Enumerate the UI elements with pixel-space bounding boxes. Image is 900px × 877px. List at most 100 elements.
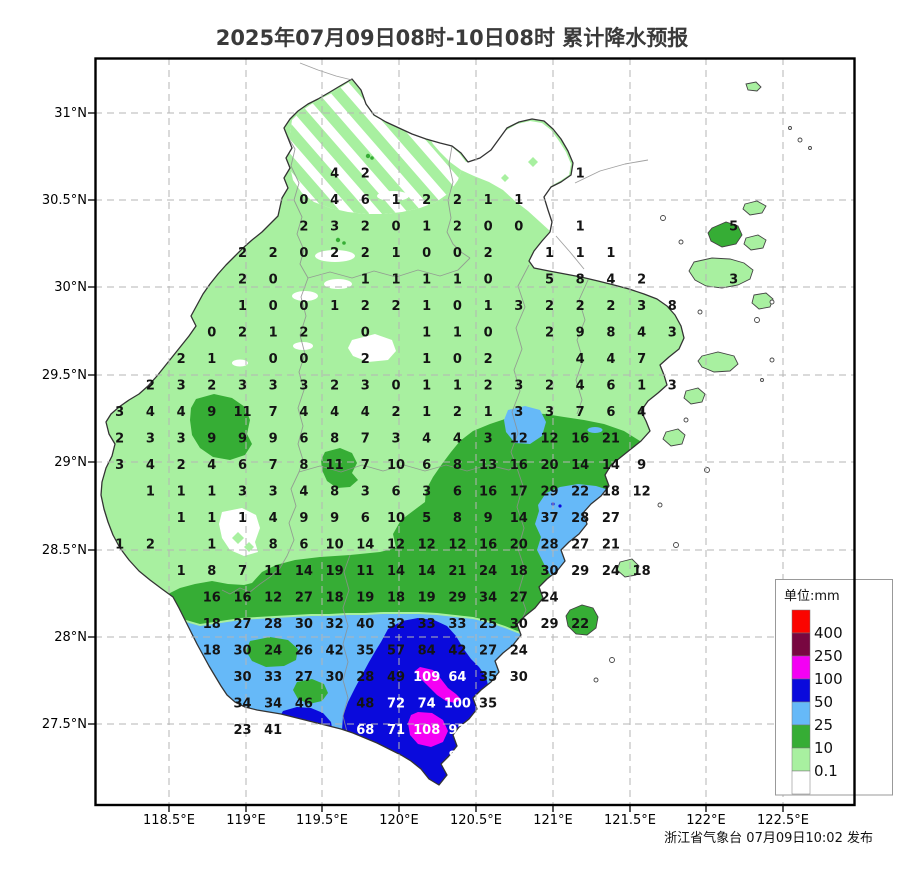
precip-value: 3	[238, 379, 247, 394]
island	[751, 292, 774, 310]
precip-value: 7	[576, 405, 585, 420]
precip-value: 3	[269, 485, 278, 500]
precip-value: 71	[387, 723, 405, 738]
precip-value: 28	[571, 511, 589, 526]
precip-value: 14	[571, 458, 589, 473]
islands	[565, 81, 812, 683]
precip-value: 30	[295, 617, 313, 632]
precip-value: 64	[448, 670, 466, 685]
precip-value: 0	[299, 246, 308, 261]
precip-value: 2	[637, 273, 646, 288]
precip-value: 11	[264, 564, 282, 579]
precip-value: 32	[387, 617, 405, 632]
precip-value: 9	[330, 511, 339, 526]
precip-value: 0	[299, 352, 308, 367]
region-10-25-center	[321, 448, 358, 488]
precip-value: 8	[330, 485, 339, 500]
lon-tick-label: 118.5°E	[143, 813, 195, 828]
precip-value: 24	[540, 591, 558, 606]
precip-value: 3	[146, 432, 155, 447]
legend-level-label: 50	[814, 693, 833, 711]
precip-value: 8	[453, 511, 462, 526]
precip-value: 84	[418, 644, 436, 659]
precip-value: 14	[602, 458, 620, 473]
region-10-25-anji	[190, 394, 252, 460]
precip-value: 1	[576, 167, 585, 182]
precip-value: 0	[269, 273, 278, 288]
precip-value: 11	[356, 564, 374, 579]
precip-value: 17	[510, 485, 528, 500]
precip-value: 30	[233, 644, 251, 659]
precip-value: 18	[510, 564, 528, 579]
precip-value: 2	[361, 352, 370, 367]
precip-value: 3	[177, 379, 186, 394]
precip-value: 2	[238, 246, 247, 261]
precip-value: 27	[571, 538, 589, 553]
precip-value: 42	[448, 644, 466, 659]
precip-value: 9	[207, 405, 216, 420]
precip-value: 24	[510, 644, 528, 659]
precip-value: 2	[299, 326, 308, 341]
precip-value: 3	[115, 458, 124, 473]
precip-value: 2	[606, 299, 615, 314]
lat-tick-label: 29.5°N	[42, 368, 87, 383]
precip-value: 4	[576, 379, 585, 394]
map-frame	[94, 57, 856, 807]
precip-value: 1	[453, 379, 462, 394]
precip-value: 8	[330, 432, 339, 447]
precip-value: 1	[606, 246, 615, 261]
precip-value: 11	[233, 405, 251, 420]
precip-value: 14	[356, 538, 374, 553]
island	[742, 200, 767, 216]
precip-value: 85	[448, 750, 466, 765]
lon-tick-label: 122°E	[686, 813, 726, 828]
precip-value: 29	[540, 617, 558, 632]
precip-value: 1	[484, 299, 493, 314]
city-boundaries	[221, 131, 589, 733]
precip-value: 2	[115, 432, 124, 447]
precip-value: 2	[361, 220, 370, 235]
precip-value: 3	[391, 432, 400, 447]
precip-value: 12	[448, 538, 466, 553]
precip-value: 0	[514, 220, 523, 235]
precip-value: 9	[207, 432, 216, 447]
green-patch-south-2	[293, 679, 328, 704]
precip-value: 20	[510, 538, 528, 553]
precip-value: 27	[510, 591, 528, 606]
precip-value: 18	[387, 591, 405, 606]
precip-value: 8	[606, 326, 615, 341]
precip-value: 1	[361, 273, 370, 288]
precip-value: 4	[330, 405, 339, 420]
precip-value: 41	[264, 723, 282, 738]
precip-value: 3	[668, 379, 677, 394]
island-yuhuan	[565, 604, 599, 636]
precip-value: 2	[576, 299, 585, 314]
precip-value: 16	[479, 538, 497, 553]
precip-value: 1	[576, 220, 585, 235]
precip-value: 1	[422, 220, 431, 235]
precip-value: 6	[453, 485, 462, 500]
legend-swatch	[791, 770, 811, 795]
lat-tick-label: 28°N	[54, 630, 87, 645]
green-diamond	[501, 174, 509, 182]
precip-value: 4	[453, 432, 462, 447]
precip-value: 22	[571, 485, 589, 500]
precip-value: 3	[330, 220, 339, 235]
precip-value: 74	[418, 697, 436, 712]
precip-value: 1	[391, 193, 400, 208]
precip-value: 21	[602, 538, 620, 553]
precip-value: 9	[637, 458, 646, 473]
precip-values: 4 2 10 4 6 1 2 2 1 12 3 2 0 1 2 0 0 1 52 2 0 2 2 1 0 0 2 1 1 12 0 1 1 1 1 0…	[115, 167, 738, 765]
precip-value: 37	[540, 511, 558, 526]
precip-value: 1	[484, 405, 493, 420]
precip-value: 109	[413, 670, 440, 685]
precip-value: 8	[576, 273, 585, 288]
legend-level-label: 100	[814, 670, 843, 688]
precip-value: 3	[514, 405, 523, 420]
precip-value: 26	[295, 644, 313, 659]
legend-swatch	[791, 609, 811, 634]
precip-value: 1	[115, 538, 124, 553]
precip-value: 2	[545, 299, 554, 314]
precip-value: 1	[238, 299, 247, 314]
precip-value: 35	[479, 697, 497, 712]
